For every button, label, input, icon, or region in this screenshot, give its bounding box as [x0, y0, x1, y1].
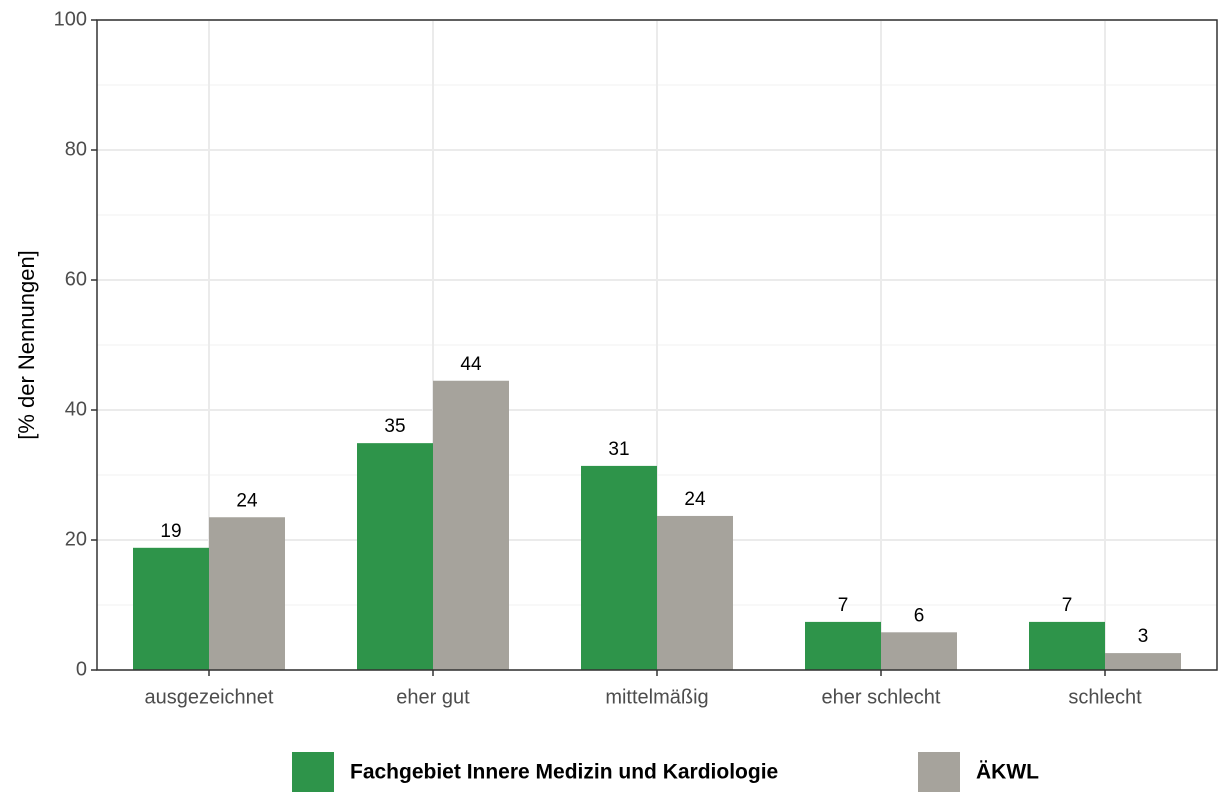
x-tick-label: eher schlecht — [822, 686, 941, 708]
y-tick-label: 100 — [54, 8, 87, 30]
y-tick-label: 60 — [65, 268, 87, 290]
value-label: 24 — [236, 490, 258, 511]
y-tick-label: 40 — [65, 398, 87, 420]
bar — [881, 632, 957, 670]
value-label: 7 — [1062, 595, 1073, 616]
legend-swatch — [292, 752, 334, 792]
x-tick-label: schlecht — [1068, 686, 1142, 708]
bar — [581, 465, 657, 670]
bar — [1029, 621, 1105, 670]
bar — [433, 380, 509, 670]
value-label: 19 — [160, 521, 181, 542]
value-label: 35 — [384, 416, 405, 437]
y-tick-label: 0 — [76, 658, 87, 680]
value-label: 6 — [914, 605, 925, 626]
bar — [209, 517, 285, 670]
bar — [805, 621, 881, 670]
y-tick-label: 20 — [65, 528, 87, 550]
x-tick-label: ausgezeichnet — [145, 686, 274, 708]
legend-label: ÄKWL — [976, 761, 1039, 784]
bar — [357, 443, 433, 670]
value-label: 3 — [1138, 626, 1149, 647]
y-tick-label: 80 — [65, 138, 87, 160]
value-label: 31 — [608, 439, 629, 460]
bar — [1105, 653, 1181, 670]
x-tick-label: eher gut — [396, 686, 470, 708]
y-axis-label: [% der Nennungen] — [14, 250, 39, 440]
value-label: 7 — [838, 595, 849, 616]
legend-label: Fachgebiet Innere Medizin und Kardiologi… — [350, 761, 778, 784]
value-label: 24 — [684, 489, 706, 510]
bar — [133, 547, 209, 670]
x-tick-label: mittelmäßig — [605, 686, 708, 708]
panel-border — [96, 19, 1218, 671]
value-label: 44 — [460, 354, 482, 375]
bar — [657, 515, 733, 670]
legend-swatch — [918, 752, 960, 792]
